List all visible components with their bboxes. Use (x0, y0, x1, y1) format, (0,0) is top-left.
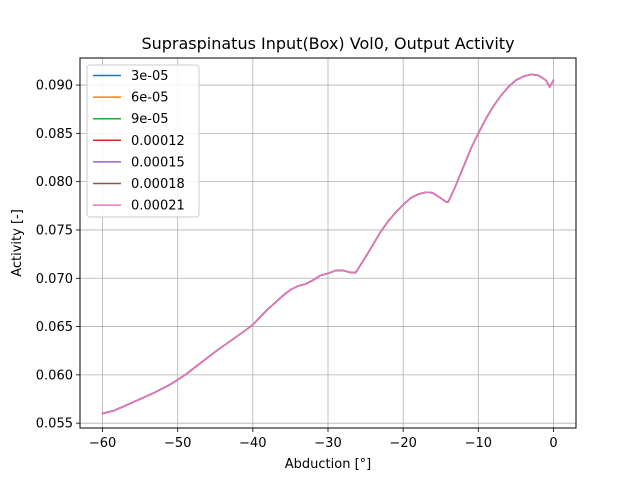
x-tick-label: −10 (465, 436, 492, 451)
y-tick-label: 0.070 (36, 272, 73, 287)
grid (80, 58, 576, 428)
x-tick-label: −50 (164, 436, 191, 451)
series-line (101, 73, 555, 415)
x-tick-label: 0 (549, 436, 557, 451)
y-tick-label: 0.090 (36, 79, 73, 94)
chart-title: Supraspinatus Input(Box) Vol0, Output Ac… (141, 34, 514, 53)
legend-box (86, 64, 200, 218)
y-tick-label: 0.060 (36, 368, 73, 383)
y-tick-label: 0.065 (36, 320, 73, 335)
legend-label: 0.00021 (131, 199, 185, 214)
legend-label: 0.00012 (131, 134, 185, 149)
legend-label: 0.00018 (131, 177, 185, 192)
y-tick-label: 0.055 (36, 417, 73, 432)
y-axis-label: Activity [-] (10, 209, 25, 277)
x-tick-label: −20 (389, 436, 416, 451)
x-tick-label: −40 (239, 436, 266, 451)
x-tick-label: −30 (314, 436, 341, 451)
legend-label: 0.00015 (131, 155, 185, 170)
x-axis-label: Abduction [°] (285, 457, 371, 472)
legend-label: 3e-05 (131, 69, 169, 84)
y-tick-label: 0.085 (36, 127, 73, 142)
legend: 3e-05 6e-05 9e-05 0.00012 0.00015 0.00018 0.00… (86, 64, 200, 218)
legend-label: 6e-05 (131, 91, 169, 106)
y-axis-ticks: 0.055 0.060 0.065 0.070 0.075 0.080 0.085 0.090 (36, 79, 80, 432)
x-tick-label: −60 (89, 436, 116, 451)
x-axis-ticks: −60 −50 −40 −30 −20 −10 0 (89, 428, 558, 451)
y-tick-label: 0.080 (36, 175, 73, 190)
legend-label: 9e-05 (131, 112, 169, 127)
series-lines (101, 73, 555, 415)
y-tick-label: 0.075 (36, 223, 73, 238)
